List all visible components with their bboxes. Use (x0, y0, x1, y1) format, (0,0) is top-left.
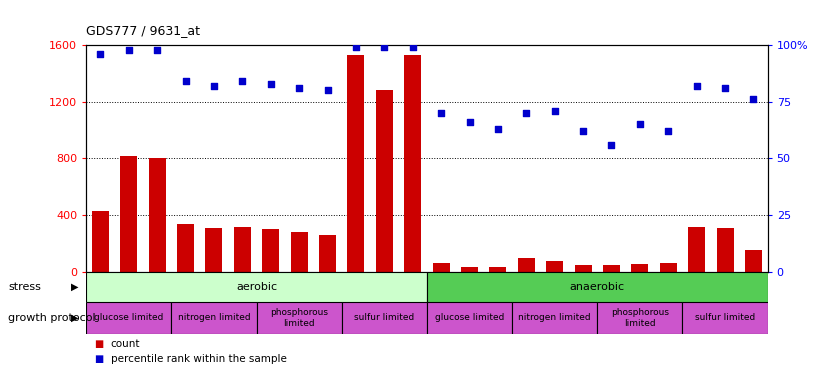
Point (662, 128, 675, 134)
Bar (86, 272, 427, 302)
Point (520, 110, 533, 116)
Point (434, 110, 447, 116)
Point (747, 96, 760, 102)
Bar (347, 55, 365, 272)
Bar (342, 302, 427, 334)
Bar (518, 258, 534, 272)
Text: ■: ■ (94, 339, 103, 349)
Bar (376, 90, 393, 272)
Point (150, 46, 163, 53)
Point (264, 81, 277, 87)
Bar (262, 230, 279, 272)
Text: percentile rank within the sample: percentile rank within the sample (111, 354, 287, 364)
Point (548, 108, 562, 114)
Bar (177, 224, 194, 272)
Text: ▶: ▶ (71, 282, 78, 292)
Bar (234, 226, 251, 272)
Bar (121, 156, 137, 272)
Bar (172, 302, 256, 334)
Point (690, 83, 704, 89)
Point (491, 126, 504, 132)
Bar (603, 265, 620, 272)
Bar (546, 261, 563, 272)
Text: GDS777 / 9631_at: GDS777 / 9631_at (86, 24, 200, 38)
Bar (512, 302, 598, 334)
Bar (319, 235, 336, 272)
Bar (682, 302, 768, 334)
Bar (717, 228, 734, 272)
Bar (461, 267, 478, 272)
Bar (688, 226, 705, 272)
Bar (92, 211, 109, 272)
Text: growth protocol: growth protocol (8, 313, 96, 323)
Bar (489, 267, 507, 272)
Bar (631, 264, 649, 272)
Bar (598, 302, 682, 334)
Text: sulfur limited: sulfur limited (695, 314, 755, 322)
Point (94, 51, 107, 57)
Text: glucose limited: glucose limited (94, 314, 163, 322)
Text: aerobic: aerobic (236, 282, 277, 292)
Text: glucose limited: glucose limited (435, 314, 504, 322)
Bar (291, 232, 308, 272)
Point (236, 78, 249, 84)
Bar (745, 250, 762, 272)
Point (208, 83, 221, 89)
Bar (575, 265, 592, 272)
Point (292, 85, 305, 91)
Bar (427, 302, 512, 334)
Point (350, 44, 363, 50)
Bar (660, 262, 677, 272)
Point (576, 128, 589, 134)
Bar (256, 302, 342, 334)
Point (378, 44, 391, 50)
Bar (86, 302, 172, 334)
Bar (205, 228, 222, 272)
Text: ▶: ▶ (71, 313, 78, 323)
Text: anaerobic: anaerobic (570, 282, 625, 292)
Text: phosphorous
limited: phosphorous limited (611, 308, 669, 327)
Bar (149, 158, 166, 272)
Text: count: count (111, 339, 140, 349)
Point (179, 78, 192, 84)
Text: sulfur limited: sulfur limited (354, 314, 415, 322)
Text: nitrogen limited: nitrogen limited (177, 314, 250, 322)
Text: nitrogen limited: nitrogen limited (518, 314, 591, 322)
Point (406, 44, 420, 50)
Point (122, 46, 135, 53)
Text: phosphorous
limited: phosphorous limited (270, 308, 328, 327)
Point (718, 85, 732, 91)
Bar (433, 262, 450, 272)
Point (633, 122, 646, 128)
Point (605, 142, 618, 148)
Point (321, 87, 334, 93)
Text: stress: stress (8, 282, 41, 292)
Text: ■: ■ (94, 354, 103, 364)
Point (463, 119, 476, 125)
Bar (427, 272, 768, 302)
Bar (404, 55, 421, 272)
